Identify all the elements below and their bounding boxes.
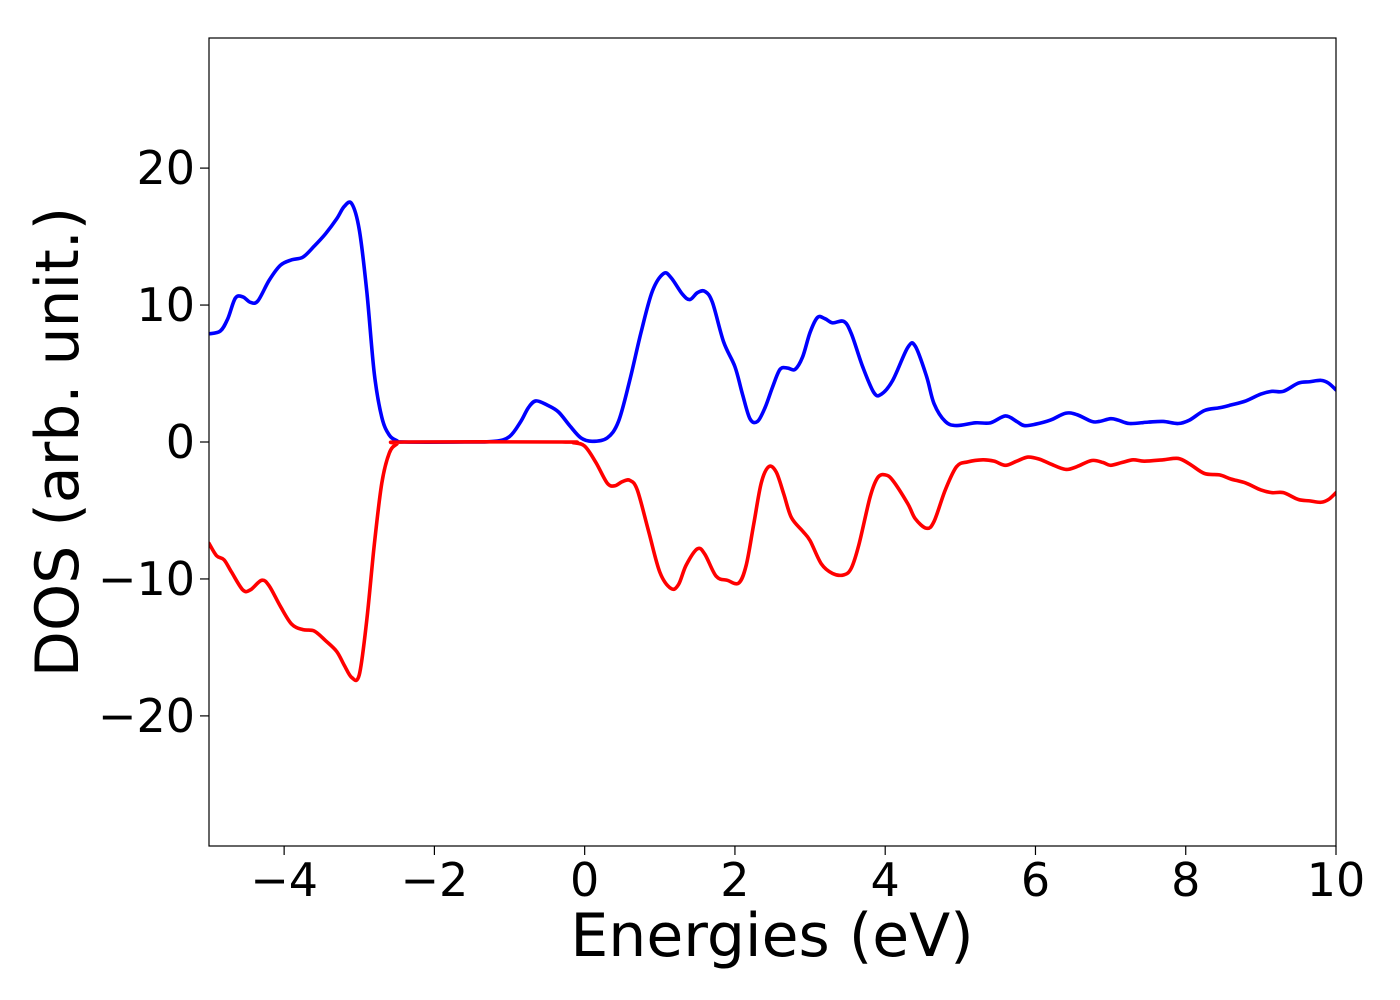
y-tick-label: −20 <box>98 689 195 743</box>
x-axis-title: Energies (eV) <box>570 901 973 971</box>
dos-curve-negative <box>209 440 1336 683</box>
x-tick-label: 0 <box>570 853 599 907</box>
x-tick-label: 2 <box>720 853 749 907</box>
x-tick-label: −4 <box>250 853 318 907</box>
x-tick-label: 6 <box>1021 853 1050 907</box>
y-axis-title: DOS (arb. unit.) <box>23 207 93 677</box>
y-tick-label: −10 <box>98 552 195 606</box>
y-tick-label: 10 <box>136 278 195 332</box>
plot-background <box>209 38 1336 846</box>
series-layer <box>209 200 1336 683</box>
x-tick-label: 4 <box>871 853 900 907</box>
y-tick-label: 20 <box>136 141 195 195</box>
x-tick-label: 10 <box>1307 853 1366 907</box>
y-axis-ticks: −20 −10 0 10 20 <box>98 141 209 743</box>
dos-curve-positive <box>209 200 1336 444</box>
y-tick-label: 0 <box>166 415 195 469</box>
x-axis-ticks: −4 −2 0 2 4 6 8 10 <box>250 846 1365 907</box>
x-tick-label: −2 <box>400 853 468 907</box>
x-tick-label: 8 <box>1171 853 1200 907</box>
